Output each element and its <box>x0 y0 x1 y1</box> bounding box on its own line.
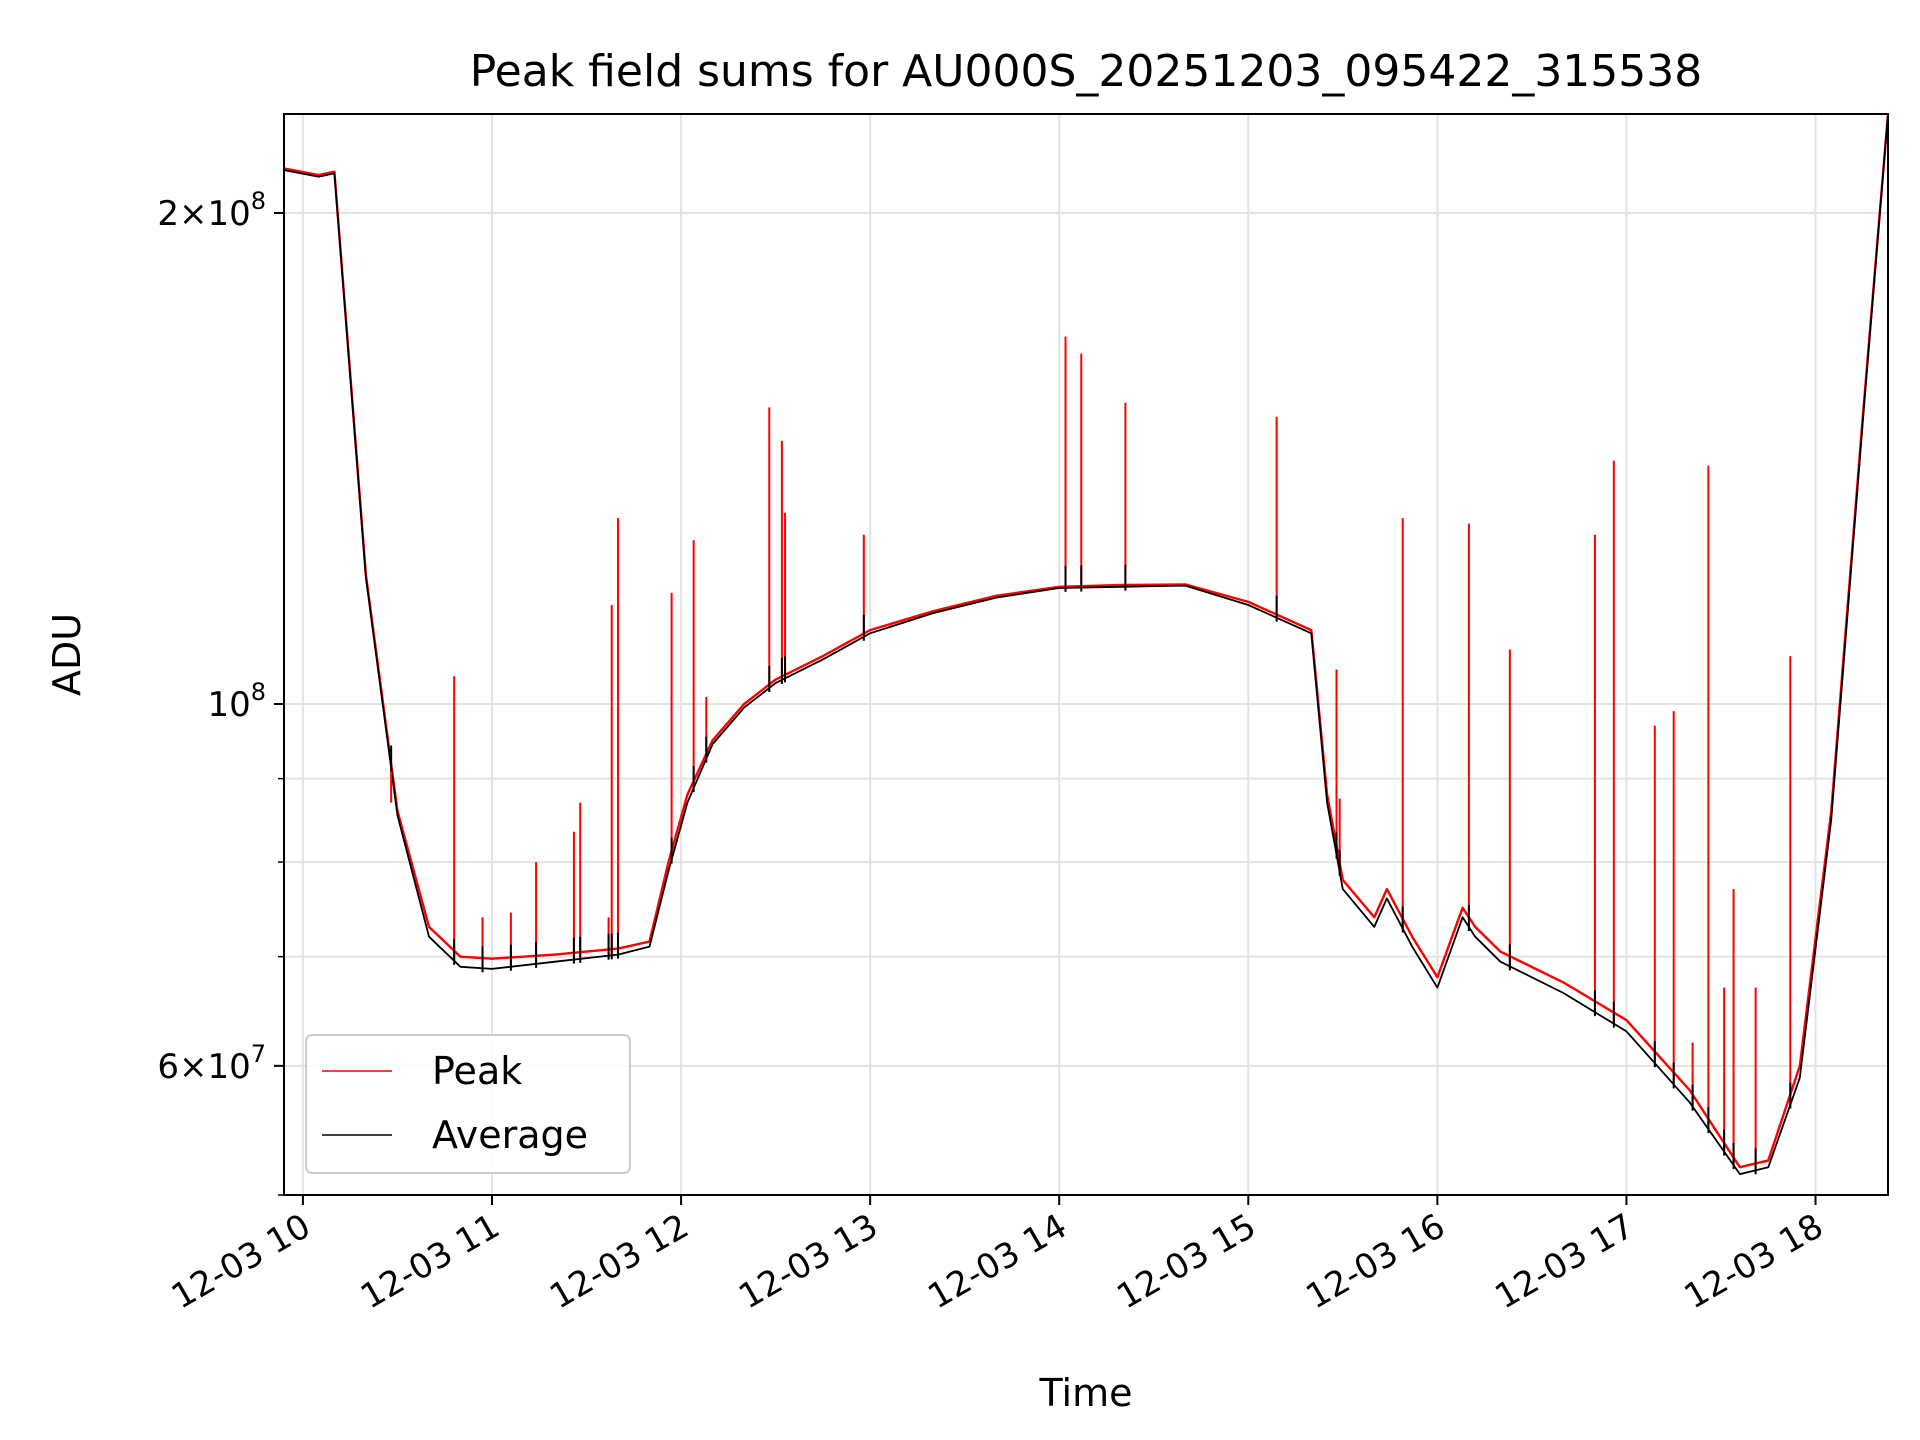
legend: Peak Average <box>305 1034 631 1174</box>
x-axis-label: Time <box>1039 1371 1133 1415</box>
plot-frame <box>283 113 1889 1196</box>
series-layer <box>284 114 1888 1175</box>
series-line-peak <box>284 114 1888 1169</box>
series-line-average <box>284 114 1888 1175</box>
y-tick-label: 108 <box>207 678 266 725</box>
y-tick-label: 2×108 <box>157 187 266 234</box>
chart-title: Peak field sums for AU000S_20251203_0954… <box>470 46 1703 97</box>
legend-box <box>305 1034 631 1174</box>
y-axis-label: ADU <box>45 613 89 696</box>
y-tick-label: 6×107 <box>157 1040 266 1087</box>
legend-label-average: Average <box>432 1113 588 1157</box>
y-axis-ticks: 6×107 108 2×108 <box>157 187 284 1196</box>
legend-label-peak: Peak <box>432 1049 522 1093</box>
